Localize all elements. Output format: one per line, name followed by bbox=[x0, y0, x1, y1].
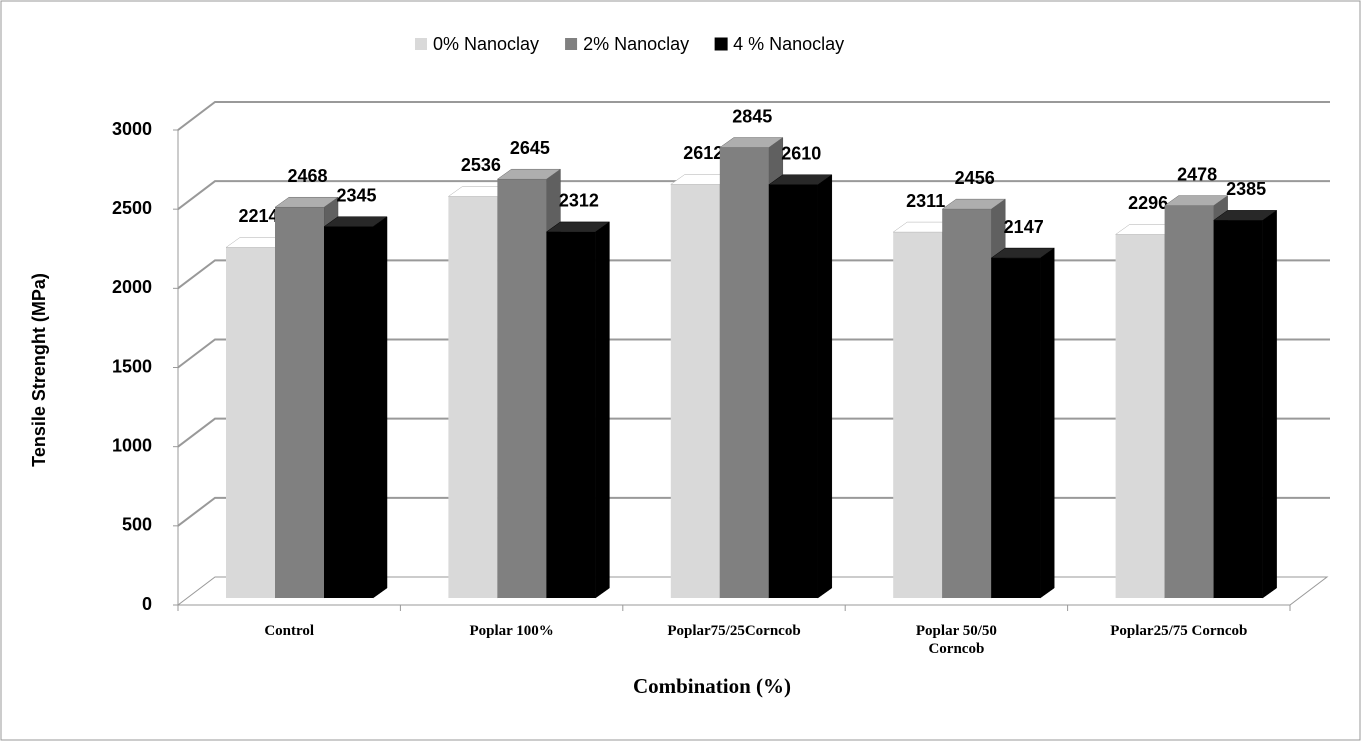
data-label: 2468 bbox=[287, 166, 327, 186]
y-tick-label: 1000 bbox=[112, 435, 152, 455]
bar bbox=[893, 232, 943, 598]
bar-top bbox=[323, 216, 388, 227]
bar-top bbox=[496, 168, 562, 180]
bar bbox=[719, 147, 769, 598]
bar-side bbox=[1039, 247, 1055, 599]
data-label: 2612 bbox=[683, 143, 723, 163]
bar-side bbox=[817, 174, 833, 599]
bar bbox=[448, 196, 498, 598]
bar bbox=[275, 207, 324, 598]
bar-side bbox=[1262, 209, 1277, 599]
bar-top bbox=[545, 221, 611, 233]
bar bbox=[497, 179, 547, 599]
legend-label: 2% Nanoclay bbox=[583, 34, 689, 54]
data-label: 2536 bbox=[461, 155, 501, 175]
data-label: 2845 bbox=[732, 106, 772, 126]
y-axis-title: Tensile Strenght (MPa) bbox=[29, 273, 49, 467]
legend-swatch bbox=[565, 38, 578, 50]
bar bbox=[1164, 205, 1214, 598]
bar-top bbox=[1163, 195, 1229, 206]
data-label: 2312 bbox=[559, 191, 599, 211]
bar-top bbox=[719, 137, 784, 148]
bar bbox=[942, 209, 992, 598]
bar-top bbox=[941, 198, 1006, 210]
x-tick-label: Poplar25/75 Corncob bbox=[1110, 623, 1248, 639]
bar bbox=[324, 226, 373, 599]
bar-side bbox=[595, 221, 610, 599]
bar bbox=[226, 247, 275, 598]
x-tick-label: Poplar 100% bbox=[469, 623, 554, 639]
y-tick-label: 0 bbox=[142, 594, 152, 614]
data-label: 2645 bbox=[510, 138, 550, 158]
floor bbox=[176, 576, 1329, 606]
bar-top bbox=[1212, 210, 1278, 221]
x-tick-label: Poplar75/25Corncob bbox=[667, 623, 801, 639]
bar bbox=[991, 258, 1041, 598]
y-tick-label: 2500 bbox=[112, 198, 152, 218]
x-tick-label: Control bbox=[264, 623, 315, 639]
bar bbox=[1115, 234, 1165, 598]
bar bbox=[670, 184, 720, 598]
data-label: 2345 bbox=[336, 185, 376, 205]
x-axis-title: Combination (%) bbox=[633, 674, 791, 698]
y-tick-label: 2000 bbox=[112, 277, 152, 297]
bar-side bbox=[372, 216, 388, 599]
data-label: 2311 bbox=[906, 191, 945, 211]
grid-line bbox=[177, 180, 1330, 210]
bar-top bbox=[990, 247, 1055, 259]
data-label: 2147 bbox=[1004, 217, 1044, 237]
data-label: 2385 bbox=[1226, 179, 1266, 199]
legend-label: 0% Nanoclay bbox=[433, 34, 539, 54]
data-label: 2478 bbox=[1177, 164, 1217, 184]
y-tick-label: 500 bbox=[122, 515, 152, 535]
y-tick-label: 1500 bbox=[112, 356, 152, 376]
legend-swatch bbox=[415, 38, 427, 50]
bar-top bbox=[768, 174, 833, 185]
bar bbox=[546, 231, 596, 598]
data-label: 2610 bbox=[781, 144, 821, 164]
data-label: 2456 bbox=[955, 168, 995, 188]
legend-swatch bbox=[714, 37, 728, 51]
legend-label: 4 % Nanoclay bbox=[733, 34, 844, 54]
bar-top bbox=[274, 196, 339, 208]
grid-line bbox=[177, 101, 1330, 131]
x-tick-label: Poplar 50/50 Corncob bbox=[915, 623, 997, 657]
data-label: 2214 bbox=[238, 206, 278, 226]
bar bbox=[1213, 220, 1263, 598]
bar bbox=[768, 184, 818, 598]
y-tick-label: 3000 bbox=[112, 119, 152, 139]
data-label: 2296 bbox=[1128, 193, 1168, 213]
